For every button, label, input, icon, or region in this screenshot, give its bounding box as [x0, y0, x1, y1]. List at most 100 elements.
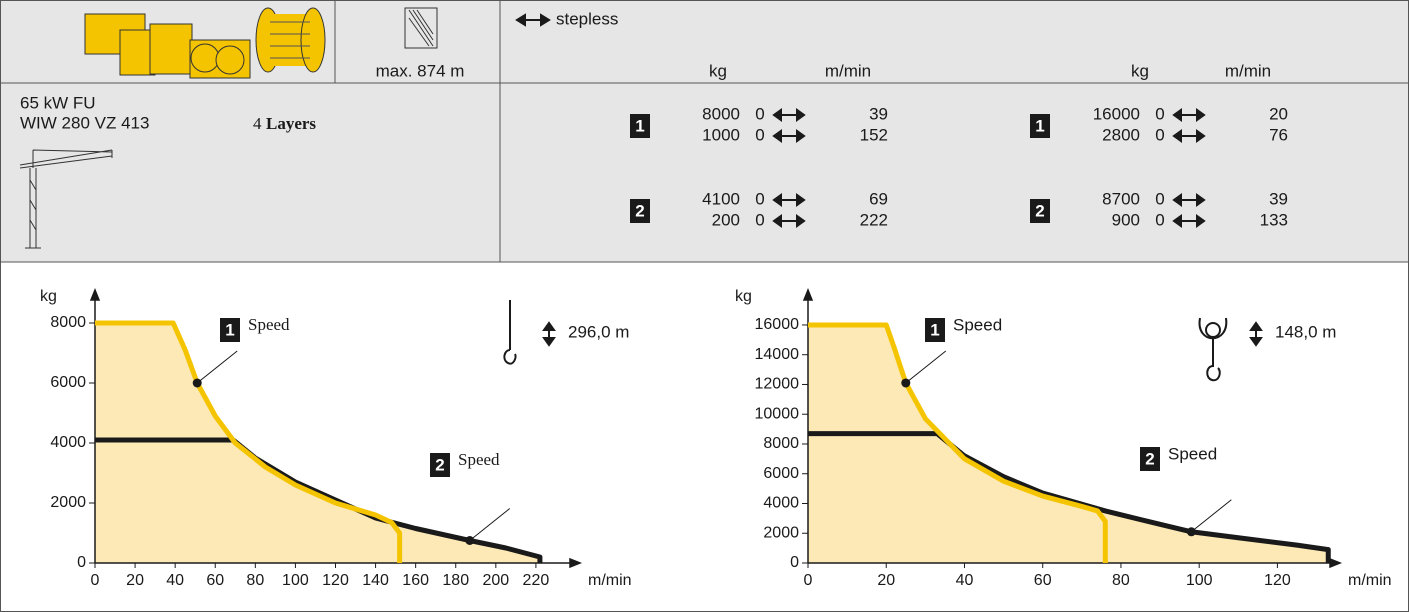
- y-axis: [802, 287, 814, 563]
- badge-number: 2: [635, 201, 644, 220]
- x-tick-label: 60: [206, 572, 224, 589]
- speed-from: 0: [755, 210, 764, 229]
- leader-line: [196, 350, 238, 384]
- crane-icon: [19, 149, 113, 249]
- column-header: m/min: [1225, 61, 1271, 80]
- speed-from: 0: [1155, 210, 1164, 229]
- height-arrow: [542, 321, 556, 347]
- load-kg: 8700: [1102, 189, 1140, 208]
- x-tick-label: 120: [1264, 572, 1291, 589]
- speed-to: 76: [1269, 125, 1288, 144]
- speed-to: 152: [860, 125, 888, 144]
- annotation: Speed: [1168, 444, 1217, 463]
- annotation: Speed: [953, 315, 1002, 334]
- marker: [1186, 527, 1196, 537]
- load-kg: 200: [712, 210, 740, 229]
- stepless-arrow: [1172, 108, 1206, 122]
- load-kg: 16000: [1093, 104, 1140, 123]
- badge-number: 1: [635, 116, 644, 135]
- speed-from: 0: [755, 104, 764, 123]
- speed-to: 20: [1269, 104, 1288, 123]
- badge-number: 1: [1035, 116, 1044, 135]
- speed-from: 0: [1155, 104, 1164, 123]
- x-tick-label: 180: [442, 572, 469, 589]
- badge: [925, 318, 945, 342]
- winch-drawing: [84, 7, 326, 79]
- badge-number: 1: [930, 320, 939, 339]
- y-tick-label: 10000: [755, 405, 800, 422]
- marker: [901, 378, 911, 388]
- speed-to: 39: [1269, 189, 1288, 208]
- stepless-arrow: [772, 214, 806, 228]
- badge: [630, 199, 650, 223]
- y-tick-label: 6000: [763, 465, 799, 482]
- motor-power: 65 kW FU: [20, 93, 96, 112]
- x-tick-label: 80: [246, 572, 264, 589]
- y-axis-label: kg: [40, 288, 57, 305]
- x-tick-label: 140: [362, 572, 389, 589]
- height-arrow: [1249, 321, 1263, 347]
- pulley-icon: [1198, 317, 1228, 382]
- load-kg: 8000: [702, 104, 740, 123]
- load-kg: 900: [1112, 210, 1140, 229]
- marker: [192, 378, 202, 388]
- x-tick-label: 60: [1034, 572, 1052, 589]
- stepless-arrow: [1172, 193, 1206, 207]
- y-tick-label: 14000: [755, 346, 800, 363]
- stepless-arrow: [1172, 214, 1206, 228]
- marker: [465, 536, 475, 545]
- badge: [1030, 114, 1050, 138]
- badge-number: 1: [225, 320, 234, 339]
- layers-count: 4: [253, 114, 262, 133]
- mode-label: stepless: [556, 9, 618, 28]
- y-tick-label: 6000: [50, 374, 86, 391]
- x-tick-label: 220: [523, 572, 550, 589]
- y-tick-label: 4000: [763, 495, 799, 512]
- y-tick-label: 12000: [755, 376, 800, 393]
- badge-number: 2: [1035, 201, 1044, 220]
- load-kg: 1000: [702, 125, 740, 144]
- x-tick-label: 100: [282, 572, 309, 589]
- height-label: 296,0 m: [568, 322, 629, 341]
- y-axis: [89, 287, 101, 563]
- load-kg: 2800: [1102, 125, 1140, 144]
- column-header: kg: [709, 61, 727, 80]
- leader-line: [469, 508, 511, 541]
- stepless-arrow: [772, 129, 806, 143]
- badge-number: 2: [435, 455, 444, 474]
- leader-line: [905, 350, 947, 384]
- x-tick-label: 80: [1112, 572, 1130, 589]
- x-tick-label: 160: [402, 572, 429, 589]
- hook-icon: [503, 300, 517, 365]
- stepless-arrow: [772, 193, 806, 207]
- badge: [1140, 447, 1160, 471]
- x-tick-label: 0: [804, 572, 813, 589]
- annotation: Speed: [458, 450, 500, 469]
- height-label: 148,0 m: [1275, 322, 1336, 341]
- load-kg: 4100: [702, 189, 740, 208]
- x-tick-label: 200: [482, 572, 509, 589]
- x-tick-label: 100: [1186, 572, 1213, 589]
- column-header: kg: [1131, 61, 1149, 80]
- y-tick-label: 0: [790, 554, 799, 571]
- leader-line: [1191, 499, 1232, 533]
- badge: [430, 453, 450, 477]
- badge: [220, 318, 240, 342]
- speed-to: 69: [869, 189, 888, 208]
- x-axis-label: m/min: [588, 572, 632, 589]
- badge-number: 2: [1145, 449, 1154, 468]
- speed-from: 0: [755, 189, 764, 208]
- badge: [630, 114, 650, 138]
- y-tick-label: 8000: [50, 314, 86, 331]
- badge: [1030, 199, 1050, 223]
- speed-from: 0: [1155, 189, 1164, 208]
- y-tick-label: 2000: [763, 524, 799, 541]
- layers-label: Layers: [266, 114, 316, 133]
- speed-to: 222: [860, 210, 888, 229]
- speed-from: 0: [755, 125, 764, 144]
- column-header: m/min: [825, 61, 871, 80]
